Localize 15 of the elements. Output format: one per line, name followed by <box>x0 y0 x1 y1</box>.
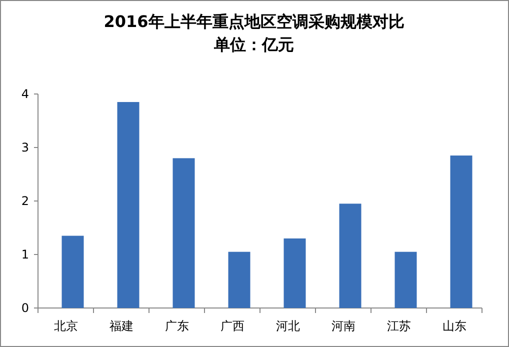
x-tick-label: 广西 <box>220 319 244 333</box>
x-tick-label: 北京 <box>54 319 78 333</box>
subtitle: 单位：亿元 <box>214 35 294 54</box>
y-tick-label: 2 <box>21 194 29 208</box>
y-tick-label: 1 <box>21 248 29 262</box>
x-tick-label: 河南 <box>331 319 356 333</box>
y-tick-label: 3 <box>21 140 29 154</box>
x-tick-label: 广东 <box>164 319 189 333</box>
x-tick-label: 福建 <box>109 319 134 333</box>
y-tick-label: 4 <box>21 87 29 101</box>
x-tick-label: 江苏 <box>386 319 411 333</box>
y-tick-label: 0 <box>21 301 29 315</box>
x-tick-label: 河北 <box>276 319 300 333</box>
x-tick-label: 山东 <box>442 319 466 333</box>
title: 2016年上半年重点地区空调采购规模对比 <box>104 12 404 31</box>
